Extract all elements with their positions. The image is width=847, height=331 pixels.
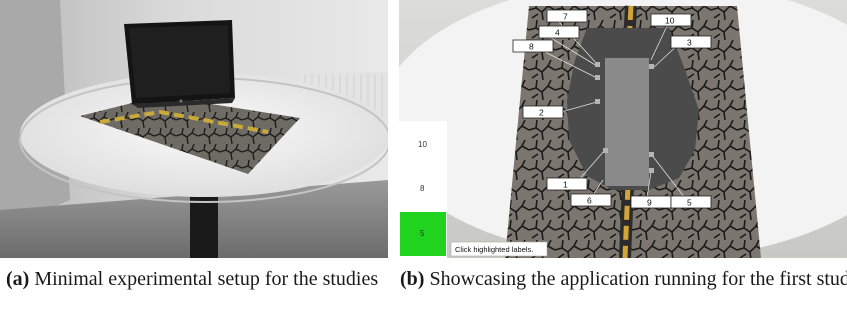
svg-text:5: 5	[687, 198, 692, 208]
caption-b-tag: (b)	[400, 268, 425, 290]
photo-experimental-setup	[0, 0, 388, 258]
caption-a: (a) Minimal experimental setup for the s…	[6, 266, 390, 293]
caption-a-text: Minimal experimental setup for the studi…	[34, 268, 379, 290]
label-7[interactable]: 7	[546, 9, 588, 23]
status-text: Click highlighted labels.	[455, 245, 533, 254]
svg-text:1: 1	[563, 180, 568, 190]
svg-text:6: 6	[587, 196, 592, 206]
label-9[interactable]: 9	[630, 195, 672, 209]
label-2[interactable]: 2	[522, 105, 564, 119]
app-screenshot: 10 8 5 Click highlighted labels.	[399, 0, 847, 258]
label-6[interactable]: 6	[570, 193, 612, 207]
center-strip	[605, 58, 649, 186]
side-value-5: 5	[420, 229, 425, 238]
label-10[interactable]: 10	[650, 13, 692, 27]
caption-a-tag: (a)	[6, 268, 30, 290]
caption-b: (b) Showcasing the application running f…	[400, 266, 847, 293]
svg-text:7: 7	[563, 12, 568, 22]
svg-text:8: 8	[529, 42, 534, 52]
highlighted-value-box[interactable]	[400, 212, 446, 256]
label-1[interactable]: 1	[546, 177, 588, 191]
label-4[interactable]: 4	[538, 25, 580, 39]
label-3[interactable]: 3	[670, 35, 712, 49]
svg-text:2: 2	[539, 108, 544, 118]
svg-text:4: 4	[555, 28, 560, 38]
svg-text:3: 3	[687, 38, 692, 48]
side-value-8: 8	[420, 184, 425, 193]
label-8[interactable]: 8	[512, 39, 554, 53]
app-view: 10 8 5 Click highlighted labels.	[399, 0, 847, 258]
caption-b-text: Showcasing the application running for t…	[429, 268, 847, 290]
svg-text:9: 9	[647, 198, 652, 208]
label-5[interactable]: 5	[670, 195, 712, 209]
svg-text:10: 10	[665, 16, 675, 26]
side-value-10: 10	[418, 140, 427, 149]
setup-photo-illustration	[0, 0, 388, 258]
